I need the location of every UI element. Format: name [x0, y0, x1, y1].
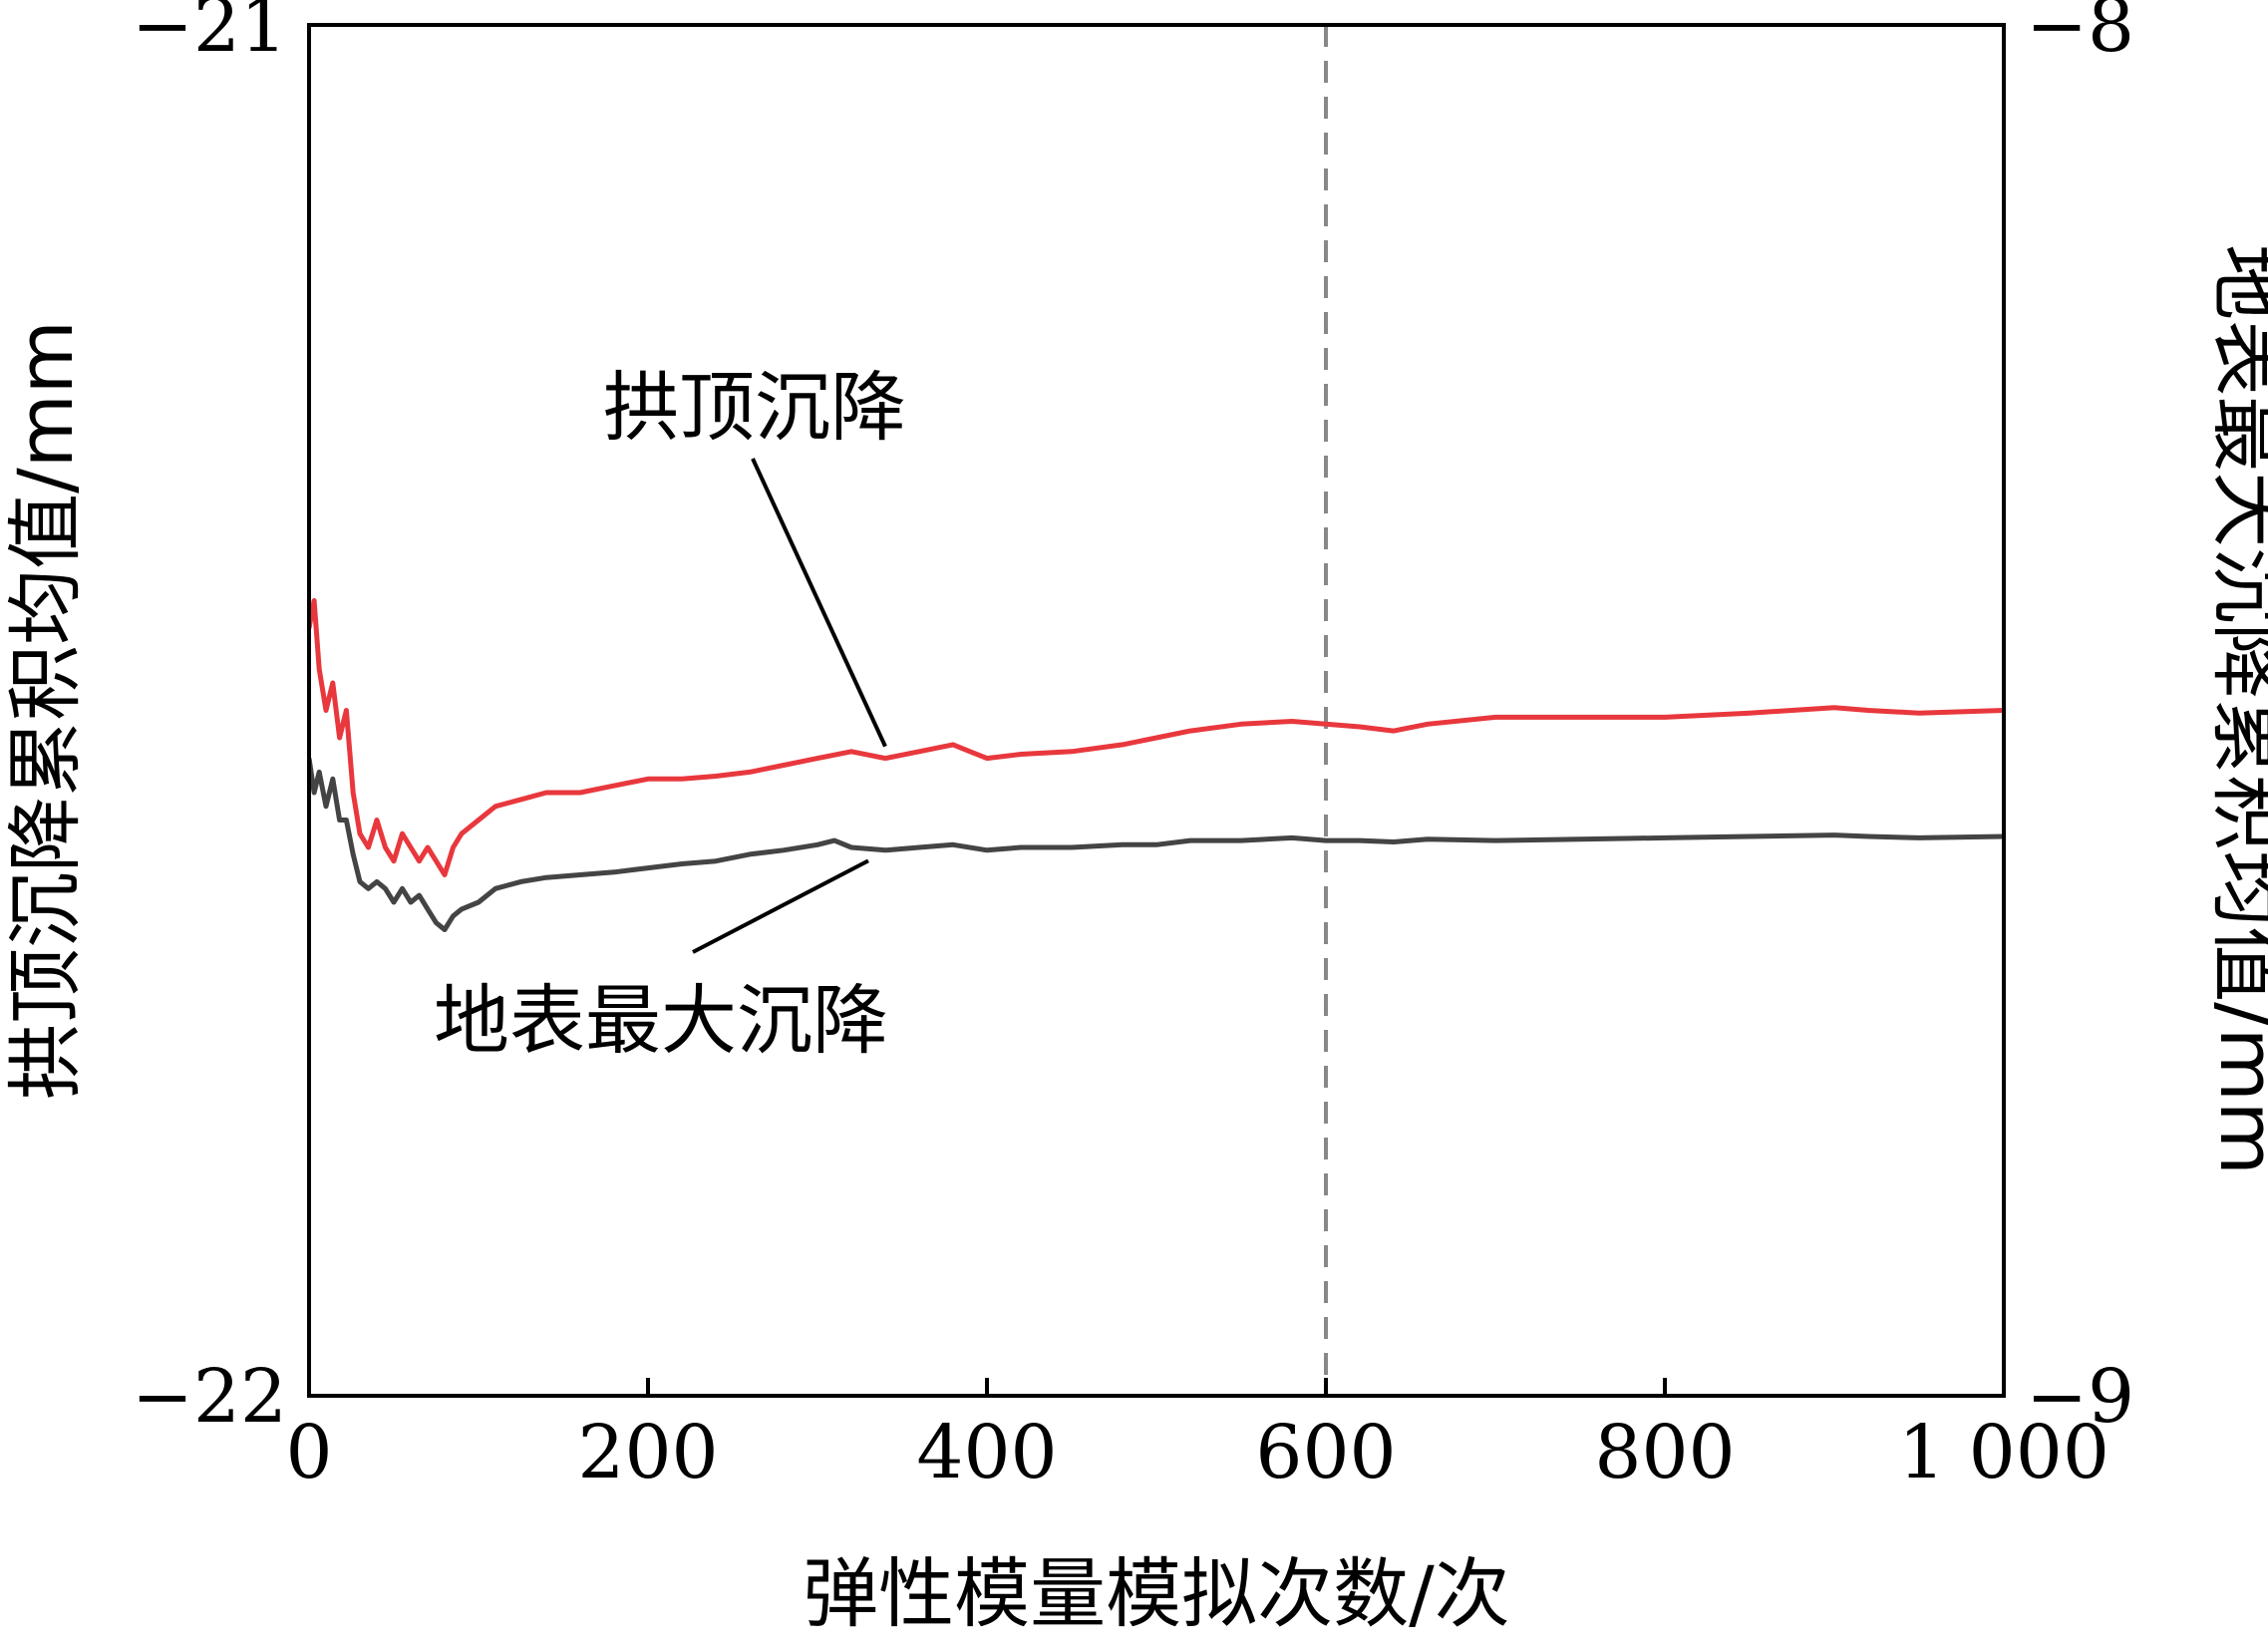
- x-tick-label: 1 000: [1898, 1410, 2109, 1495]
- series-line-1: [309, 758, 2004, 932]
- x-tick-label: 800: [1594, 1410, 1735, 1495]
- x-tick-label: 400: [916, 1410, 1057, 1495]
- y-right-tick-label: −8: [2026, 0, 2134, 69]
- y-left-tick-label: −22: [132, 1354, 287, 1440]
- y-axis-right-title: 地表最大沉降累积均值/mm: [2203, 244, 2268, 1175]
- x-axis-title: 弹性模量模拟次数/次: [803, 1549, 1510, 1638]
- annotation-leader-1: [692, 858, 869, 954]
- annotation-label-0: 拱顶沉降: [603, 363, 906, 452]
- x-tick-label: 200: [577, 1410, 718, 1495]
- y-left-tick-label: −21: [132, 0, 287, 69]
- y-axis-left-title: 拱顶沉降累积均值/mm: [1, 320, 90, 1100]
- y-right-tick-label: −9: [2026, 1354, 2134, 1440]
- annotation-label-1: 地表最大沉降: [434, 976, 888, 1065]
- plot-frame: [307, 23, 2006, 1398]
- x-tick-label: 600: [1255, 1410, 1396, 1495]
- x-tick-label: 0: [285, 1410, 332, 1495]
- annotation-leader-0: [751, 458, 887, 748]
- series-line-0: [309, 598, 2004, 877]
